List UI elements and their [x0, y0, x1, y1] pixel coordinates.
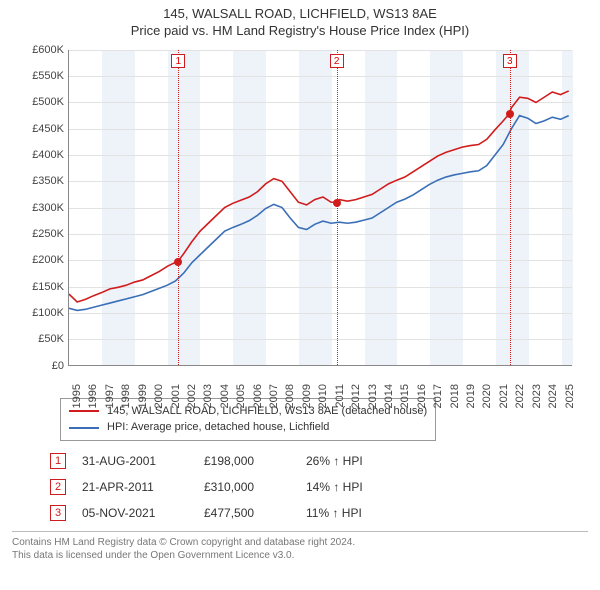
x-axis-label: 2019: [465, 384, 477, 408]
x-axis-label: 2005: [235, 384, 247, 408]
series-line: [69, 91, 569, 302]
x-axis-label: 2014: [383, 384, 395, 408]
x-axis-label: 2020: [481, 384, 493, 408]
x-axis-label: 2008: [284, 384, 296, 408]
y-axis-label: £350K: [20, 175, 64, 187]
y-axis-label: £300K: [20, 202, 64, 214]
x-axis-label: 2001: [170, 384, 182, 408]
x-axis-label: 2002: [186, 384, 198, 408]
x-axis-label: 1998: [120, 384, 132, 408]
legend-box: 145, WALSALL ROAD, LICHFIELD, WS13 8AE (…: [60, 398, 436, 441]
x-axis-label: 2013: [367, 384, 379, 408]
y-axis-label: £450K: [20, 123, 64, 135]
legend-row: HPI: Average price, detached house, Lich…: [69, 419, 427, 436]
title-line-2: Price paid vs. HM Land Registry's House …: [0, 23, 600, 40]
chart-lines-svg: [69, 50, 572, 365]
event-delta: 26% ↑ HPI: [302, 449, 373, 473]
series-line: [69, 115, 569, 310]
y-axis-label: £250K: [20, 228, 64, 240]
y-axis-label: £200K: [20, 254, 64, 266]
footer-line-2: This data is licensed under the Open Gov…: [12, 549, 588, 562]
x-axis-label: 2003: [202, 384, 214, 408]
event-row: 3 05-NOV-2021£477,50011% ↑ HPI: [46, 501, 373, 525]
event-delta: 14% ↑ HPI: [302, 475, 373, 499]
x-axis-label: 2021: [498, 384, 510, 408]
footer-line-1: Contains HM Land Registry data © Crown c…: [12, 536, 588, 549]
x-axis-label: 2022: [514, 384, 526, 408]
event-number-box: 2: [50, 479, 66, 495]
event-price: £477,500: [200, 501, 300, 525]
event-number-box: 3: [50, 505, 66, 521]
chart-footer: Contains HM Land Registry data © Crown c…: [12, 531, 588, 562]
y-axis-label: £150K: [20, 281, 64, 293]
x-axis-label: 2004: [219, 384, 231, 408]
y-axis-label: £400K: [20, 149, 64, 161]
x-axis-label: 2012: [350, 384, 362, 408]
x-axis-label: 2011: [334, 384, 346, 408]
event-date: 05-NOV-2021: [78, 501, 198, 525]
x-axis-label: 2009: [301, 384, 313, 408]
event-dot: [174, 258, 182, 266]
x-axis-label: 2023: [531, 384, 543, 408]
event-price: £310,000: [200, 475, 300, 499]
legend-swatch: [69, 410, 99, 412]
x-axis-label: 2007: [268, 384, 280, 408]
event-delta: 11% ↑ HPI: [302, 501, 373, 525]
y-axis-label: £0: [20, 360, 64, 372]
x-axis-label: 1999: [137, 384, 149, 408]
x-axis-label: 1997: [104, 384, 116, 408]
event-row: 2 21-APR-2011£310,00014% ↑ HPI: [46, 475, 373, 499]
x-axis-label: 1995: [71, 384, 83, 408]
event-date: 21-APR-2011: [78, 475, 198, 499]
chart-titles: 145, WALSALL ROAD, LICHFIELD, WS13 8AE P…: [0, 0, 600, 40]
event-number-marker: 3: [503, 54, 517, 68]
y-axis-label: £100K: [20, 307, 64, 319]
event-date: 31-AUG-2001: [78, 449, 198, 473]
plot-area: 1 2 3: [68, 50, 572, 366]
event-number-marker: 2: [330, 54, 344, 68]
price-chart: 1 2 3 £0 £50K £100K £150K £200K £250K £300K £350K…: [20, 46, 580, 396]
event-line: [337, 50, 338, 365]
event-price: £198,000: [200, 449, 300, 473]
title-line-1: 145, WALSALL ROAD, LICHFIELD, WS13 8AE: [0, 6, 600, 23]
event-line: [510, 50, 511, 365]
x-axis-label: 2016: [416, 384, 428, 408]
event-dot: [506, 110, 514, 118]
y-axis-label: £550K: [20, 70, 64, 82]
y-axis-label: £50K: [20, 333, 64, 345]
x-axis-label: 2025: [564, 384, 576, 408]
event-line: [178, 50, 179, 365]
x-axis-label: 2024: [547, 384, 559, 408]
event-number-marker: 1: [171, 54, 185, 68]
x-axis-label: 2018: [449, 384, 461, 408]
x-axis-label: 2010: [317, 384, 329, 408]
y-axis-label: £600K: [20, 44, 64, 56]
legend-label: HPI: Average price, detached house, Lich…: [107, 419, 329, 436]
event-dot: [333, 199, 341, 207]
y-axis-label: £500K: [20, 96, 64, 108]
event-number-box: 1: [50, 453, 66, 469]
x-axis-label: 1996: [87, 384, 99, 408]
legend-swatch: [69, 427, 99, 429]
events-table: 1 31-AUG-2001£198,00026% ↑ HPI 2 21-APR-201…: [44, 447, 375, 527]
event-row: 1 31-AUG-2001£198,00026% ↑ HPI: [46, 449, 373, 473]
x-axis-label: 2006: [252, 384, 264, 408]
x-axis-label: 2000: [153, 384, 165, 408]
x-axis-label: 2017: [432, 384, 444, 408]
x-axis-label: 2015: [399, 384, 411, 408]
